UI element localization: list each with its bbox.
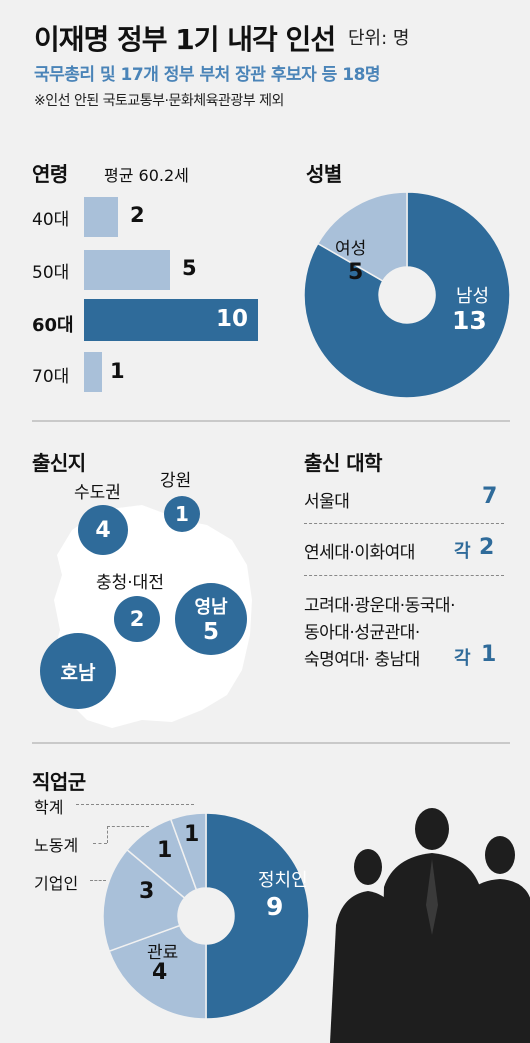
region-bubble-yeongnam: 영남 5	[175, 583, 247, 655]
university-label-others-2: 동아대·성균관대·	[304, 623, 420, 643]
age-label-60: 60대	[32, 315, 74, 336]
university-value-others: 1	[481, 642, 497, 667]
gender-slice-male	[303, 191, 511, 399]
origin-heading: 출신지	[32, 451, 86, 475]
university-label-yonsei-ewha: 연세대·이화여대	[304, 543, 415, 563]
university-value-yonsei-ewha: 2	[479, 535, 495, 560]
leader-line	[107, 826, 149, 827]
divider	[32, 742, 510, 744]
job-heading: 직업군	[32, 770, 86, 794]
silhouette-image	[330, 808, 530, 1043]
university-divider	[304, 523, 504, 524]
age-value-60: 10	[216, 306, 249, 332]
gender-label-female: 여성	[335, 239, 367, 259]
gender-heading: 성별	[306, 162, 342, 186]
age-bar-50	[84, 250, 170, 290]
age-value-40: 2	[130, 203, 145, 227]
region-bubble-gangwon: 1	[164, 496, 200, 532]
university-divider	[304, 575, 504, 576]
job-value-labor: 1	[157, 838, 173, 863]
job-value-business: 3	[139, 879, 155, 904]
job-slice-politician	[205, 812, 310, 1020]
job-value-academia: 1	[184, 822, 200, 847]
gender-donut	[303, 191, 511, 399]
region-label-gangwon: 강원	[160, 471, 192, 491]
gender-slice-female	[316, 191, 408, 283]
job-label-academia: 학계	[34, 798, 64, 817]
job-value-politician: 9	[266, 892, 284, 921]
age-value-50: 5	[182, 256, 197, 280]
age-label-50: 50대	[32, 263, 70, 283]
job-slice-bureaucrat	[108, 924, 207, 1020]
gender-label-male: 남성	[456, 286, 490, 307]
age-label-40: 40대	[32, 210, 70, 230]
job-value-bureaucrat: 4	[152, 960, 168, 985]
job-slice-academia	[169, 812, 207, 891]
job-label-labor: 노동계	[34, 836, 79, 855]
age-label-70: 70대	[32, 367, 70, 387]
age-value-70: 1	[110, 359, 125, 383]
leader-line	[90, 880, 106, 881]
age-heading: 연령	[32, 162, 68, 186]
footnote: ※인선 안된 국토교통부·문화체육관광부 제외	[34, 93, 284, 109]
university-value-snu: 7	[482, 484, 498, 509]
unit-label: 단위: 명	[348, 28, 410, 49]
age-average: 평균 60.2세	[104, 166, 189, 185]
page-title: 이재명 정부 1기 내각 인선	[34, 23, 336, 56]
gender-value-female: 5	[348, 260, 364, 285]
university-label-others-1: 고려대·광운대·동국대·	[304, 596, 455, 616]
region-label-chungcheong: 충청·대전	[96, 573, 164, 593]
job-label-politician: 정치인	[258, 870, 308, 891]
university-heading: 출신 대학	[304, 451, 383, 475]
university-each-1: 각	[454, 648, 471, 669]
job-label-business: 기업인	[34, 874, 79, 893]
leader-line	[107, 826, 108, 843]
subtitle: 국무총리 및 17개 정부 부처 장관 후보자 등 18명	[34, 65, 381, 85]
job-label-bureaucrat: 관료	[147, 943, 179, 963]
leader-line	[93, 843, 107, 844]
divider	[32, 420, 510, 422]
age-bar-70	[84, 352, 102, 392]
job-slice-business	[102, 848, 186, 953]
region-bubble-honam: 호남	[40, 633, 116, 709]
university-label-others-3: 숙명여대· 충남대	[304, 650, 420, 670]
university-label-snu: 서울대	[304, 492, 350, 512]
age-bar-60	[84, 299, 258, 341]
region-bubble-chungcheong: 2	[114, 596, 160, 642]
leader-line	[76, 804, 194, 805]
gender-value-male: 13	[452, 306, 487, 335]
job-donut	[102, 812, 310, 1020]
university-each-2: 각	[454, 541, 471, 562]
age-bar-40	[84, 197, 118, 237]
region-label-capital: 수도권	[74, 483, 121, 503]
region-bubble-capital: 4	[78, 505, 128, 555]
